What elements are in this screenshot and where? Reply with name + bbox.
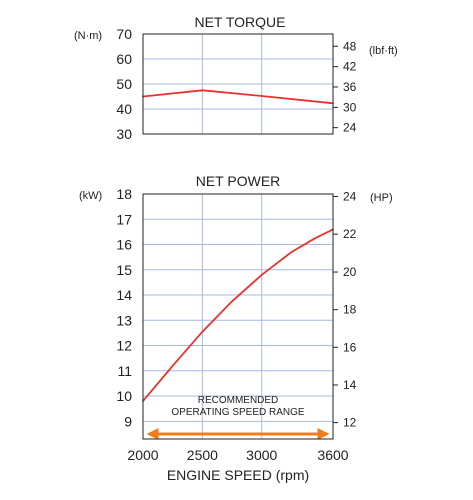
power-left-tick-label: 16 bbox=[116, 237, 132, 253]
power-right-tick-label: 22 bbox=[343, 227, 357, 241]
torque-grid bbox=[143, 34, 334, 134]
annotation-line-2: OPERATING SPEED RANGE bbox=[171, 407, 305, 418]
power-left-tick-label: 14 bbox=[116, 287, 132, 303]
torque-series bbox=[142, 89, 334, 105]
power-left-tick-label: 13 bbox=[116, 312, 132, 328]
power-left-tick-label: 12 bbox=[116, 338, 132, 354]
power-right-tick-label: 24 bbox=[343, 190, 357, 204]
power-right-tick-label: 12 bbox=[343, 416, 357, 430]
torque-right-ticks: 24 30 36 42 48 bbox=[333, 39, 357, 135]
power-x-tick-label: 2000 bbox=[127, 447, 158, 463]
power-x-ticks: 2000 2500 3000 3600 bbox=[127, 447, 348, 463]
torque-right-tick-label: 42 bbox=[343, 60, 357, 74]
power-chart: NET POWER (kW) (HP) 9101112131415161718 … bbox=[79, 173, 393, 483]
power-left-unit: (kW) bbox=[79, 190, 102, 202]
torque-right-tick-label: 24 bbox=[343, 121, 357, 135]
power-grid bbox=[143, 194, 333, 439]
torque-right-tick-label: 48 bbox=[343, 39, 357, 53]
torque-right-unit: (lbf·ft) bbox=[369, 45, 398, 57]
power-right-ticks: 12 14 16 18 20 22 24 bbox=[333, 190, 357, 430]
power-series-line bbox=[142, 228, 334, 403]
torque-left-tick-label: 30 bbox=[116, 126, 132, 142]
power-right-tick-label: 14 bbox=[343, 378, 357, 392]
torque-chart: NET TORQUE (N·m) (lbf·ft) 30 40 50 60 70 24 3… bbox=[74, 14, 398, 142]
torque-right-tick-label: 30 bbox=[343, 100, 357, 114]
power-left-tick-label: 11 bbox=[117, 363, 132, 379]
power-title: NET POWER bbox=[196, 173, 281, 189]
power-right-tick-label: 20 bbox=[343, 265, 357, 279]
power-x-tick-label: 3000 bbox=[246, 447, 277, 463]
power-x-tick-label: 2500 bbox=[187, 447, 218, 463]
x-axis-label: ENGINE SPEED (rpm) bbox=[167, 467, 309, 483]
torque-title: NET TORQUE bbox=[194, 14, 285, 30]
torque-left-tick-label: 40 bbox=[116, 101, 132, 117]
power-right-tick-label: 18 bbox=[343, 303, 357, 317]
power-right-tick-label: 16 bbox=[343, 340, 357, 354]
power-left-tick-label: 18 bbox=[116, 186, 132, 202]
power-plot-border bbox=[142, 193, 334, 440]
torque-left-unit: (N·m) bbox=[74, 30, 102, 42]
power-x-tick-label: 3600 bbox=[317, 447, 348, 463]
power-left-ticks: 9 10 11 12 13 14 15 16 17 18 bbox=[116, 186, 132, 429]
torque-left-ticks: 30 40 50 60 70 bbox=[116, 26, 132, 142]
power-right-unit: (HP) bbox=[370, 192, 393, 204]
power-left-tick-label: 17 bbox=[116, 211, 132, 227]
torque-left-tick-label: 70 bbox=[116, 26, 132, 42]
torque-left-tick-label: 60 bbox=[116, 51, 132, 67]
torque-left-tick-label: 50 bbox=[116, 76, 132, 92]
torque-series-line bbox=[142, 89, 334, 105]
annotation-line-1: RECOMMENDED bbox=[198, 395, 279, 406]
power-left-tick-label: 15 bbox=[116, 262, 132, 278]
power-series bbox=[142, 228, 334, 403]
power-left-tick-label: 10 bbox=[116, 388, 132, 404]
power-left-tick-label: 9 bbox=[124, 413, 132, 429]
torque-right-tick-label: 36 bbox=[343, 80, 357, 94]
torque-plot-border bbox=[142, 33, 334, 135]
